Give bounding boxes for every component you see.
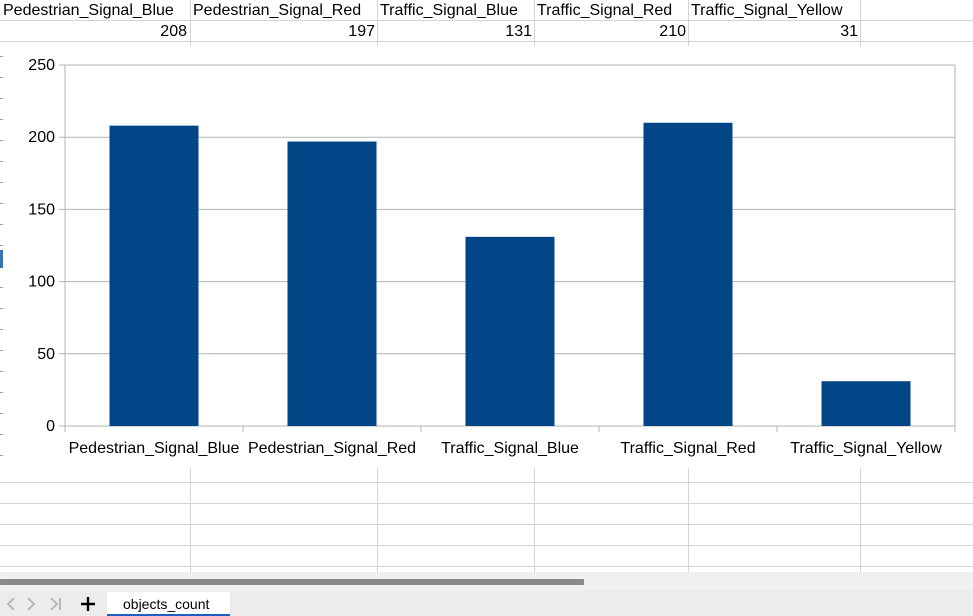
ruler-tick [0, 119, 3, 120]
spreadsheet-grid[interactable]: Pedestrian_Signal_Blue Pedestrian_Signal… [0, 0, 973, 572]
scrollbar-thumb[interactable] [0, 579, 584, 585]
ruler-tick [0, 413, 3, 414]
y-tick-label: 100 [28, 274, 55, 291]
y-tick-label: 50 [37, 346, 55, 363]
x-tick-label: Pedestrian_Signal_Red [248, 440, 416, 457]
grid-line [0, 545, 973, 546]
grid-line [0, 566, 973, 567]
ruler-tick [0, 245, 3, 246]
cell-d1[interactable]: Traffic_Signal_Red [537, 2, 673, 19]
y-tick-label: 150 [28, 201, 55, 218]
ruler-tick [0, 392, 3, 393]
y-tick-label: 250 [28, 57, 55, 74]
cell-c1[interactable]: Traffic_Signal_Blue [380, 2, 518, 19]
ruler-tick [0, 434, 3, 435]
row-ruler [0, 46, 3, 466]
bar [821, 381, 911, 426]
last-sheet-icon[interactable] [49, 596, 63, 612]
cell-e1[interactable]: Traffic_Signal_Yellow [691, 2, 843, 19]
ruler-tick [0, 203, 3, 204]
ruler-tick [0, 287, 3, 288]
cell-b2[interactable]: 197 [348, 23, 375, 40]
cell-b1[interactable]: Pedestrian_Signal_Red [193, 2, 362, 19]
ruler-tick [0, 98, 3, 99]
cell-a2[interactable]: 208 [160, 23, 187, 40]
cell-d2[interactable]: 210 [659, 23, 686, 40]
ruler-tick [0, 455, 3, 456]
ruler-tick [0, 77, 3, 78]
grid-line [0, 524, 973, 525]
x-tick-label: Traffic_Signal_Red [620, 440, 755, 457]
chart-object[interactable]: 0 50 100 150 200 250 Pedestrian_Signal_Blue Ped… [0, 46, 973, 468]
ruler-tick [0, 161, 3, 162]
bar [643, 122, 733, 426]
ruler-tick [0, 350, 3, 351]
selection-marker [0, 250, 3, 268]
ruler-tick [0, 140, 3, 141]
ruler-tick [0, 224, 3, 225]
grid-line [0, 503, 973, 504]
bar [287, 141, 377, 427]
y-tick-label: 0 [46, 418, 55, 435]
ruler-tick [0, 182, 3, 183]
grid-line [0, 41, 973, 42]
sheet-tab-objects-count[interactable]: objects_count [107, 592, 230, 616]
cell-c2[interactable]: 131 [505, 23, 532, 40]
bar [465, 236, 555, 426]
x-tick-label: Pedestrian_Signal_Blue [69, 440, 240, 457]
add-sheet-icon[interactable] [78, 594, 98, 614]
grid-line [0, 482, 973, 483]
bar-chart: 0 50 100 150 200 250 Pedestrian_Signal_Blue Ped… [28, 57, 956, 457]
y-tick-label: 200 [28, 129, 55, 146]
bar [109, 125, 199, 426]
ruler-tick [0, 56, 3, 57]
ruler-tick [0, 308, 3, 309]
x-tick-label: Traffic_Signal_Yellow [790, 440, 942, 457]
ruler-tick [0, 371, 3, 372]
grid-line [0, 20, 973, 21]
cell-e2[interactable]: 31 [840, 23, 858, 40]
first-sheet-icon[interactable] [3, 596, 17, 612]
next-sheet-icon[interactable] [25, 596, 39, 612]
cell-a1[interactable]: Pedestrian_Signal_Blue [3, 2, 174, 19]
x-tick-label: Traffic_Signal_Blue [441, 440, 579, 457]
ruler-tick [0, 329, 3, 330]
